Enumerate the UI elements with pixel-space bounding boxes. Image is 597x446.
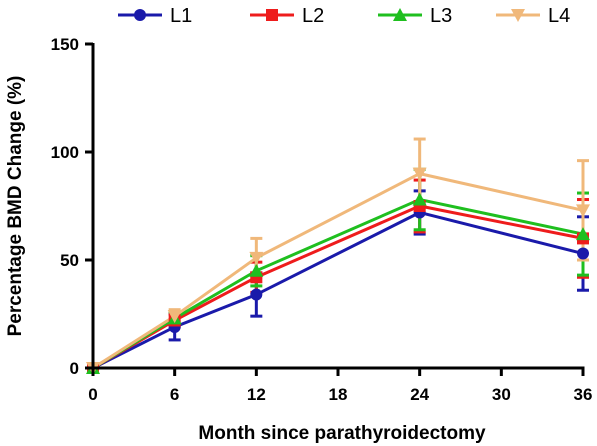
series-line-l2 — [92, 204, 584, 370]
legend-item-l1: L1 — [118, 5, 192, 27]
x-axis-title: Month since parathyroidectomy — [198, 423, 486, 444]
data-point-l4 — [576, 204, 590, 218]
data-point-l4 — [412, 167, 427, 181]
data-point-l3 — [576, 227, 590, 241]
legend-item-l2: L2 — [250, 5, 324, 27]
x-tick-label: 0 — [88, 385, 97, 404]
legend-label: L3 — [430, 5, 452, 27]
legend-marker-l3 — [393, 8, 407, 21]
legend-item-l3: L3 — [378, 5, 452, 27]
y-tick-label: 0 — [70, 359, 79, 378]
legend-label: L1 — [170, 5, 192, 27]
legend-label: L4 — [548, 5, 570, 27]
legend-label: L2 — [302, 5, 324, 27]
series-markers — [86, 167, 590, 375]
data-point-l4 — [249, 251, 264, 265]
data-point-l2 — [250, 271, 263, 284]
x-tick-label: 18 — [329, 385, 348, 404]
x-tick-label: 24 — [410, 385, 429, 404]
legend: L1 L2 L3 L4 — [118, 5, 570, 27]
series-line-l4 — [92, 172, 584, 370]
y-tick-label: 50 — [60, 251, 79, 270]
legend-item-l4: L4 — [496, 5, 570, 27]
x-tick-label: 6 — [170, 385, 179, 404]
legend-marker-l4 — [511, 9, 525, 22]
legend-marker-l1 — [134, 9, 146, 21]
y-tick-label: 150 — [51, 35, 79, 54]
y-axis-ticks: 0 50 100 150 — [51, 35, 93, 378]
y-tick-label: 100 — [51, 143, 79, 162]
data-point-l3 — [412, 192, 427, 206]
x-tick-label: 30 — [492, 385, 511, 404]
data-point-l4 — [167, 310, 182, 324]
data-point-l3 — [249, 263, 264, 277]
x-tick-label: 12 — [247, 385, 266, 404]
series-lines — [92, 172, 584, 370]
data-point-l1 — [577, 247, 589, 260]
data-point-l1 — [250, 288, 263, 301]
x-axis-ticks: 0 6 12 18 24 30 36 — [88, 368, 592, 404]
x-tick-label: 36 — [574, 385, 593, 404]
y-axis-title: Percentage BMD Change (%) — [5, 76, 26, 337]
legend-marker-l2 — [266, 9, 278, 21]
